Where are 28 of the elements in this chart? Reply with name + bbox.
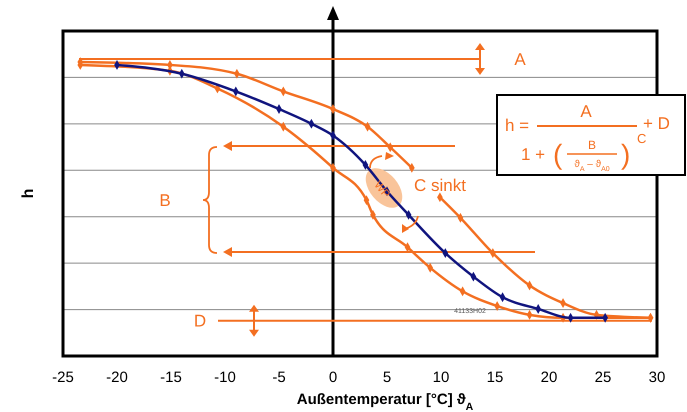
annotation: B bbox=[588, 138, 596, 152]
y-axis-title: h bbox=[20, 188, 37, 198]
x-tick-label: 30 bbox=[648, 369, 666, 386]
annotation: A bbox=[580, 102, 592, 121]
annotation: B bbox=[159, 191, 171, 210]
annotation: h = bbox=[505, 116, 530, 135]
ref-line-label: D bbox=[194, 312, 206, 331]
x-tick-label: -15 bbox=[160, 369, 182, 386]
annotation: + D bbox=[643, 114, 670, 133]
annotation: ϑ$_{A}$ – ϑ$_{A0}$ bbox=[574, 159, 610, 172]
ref-line-label: A bbox=[514, 50, 526, 70]
x-tick-label: 5 bbox=[382, 369, 392, 386]
x-tick-label: 15 bbox=[486, 369, 504, 386]
x-tick-label: -20 bbox=[106, 369, 128, 386]
x-tick-label: 25 bbox=[594, 369, 612, 386]
annotation: 1 + bbox=[521, 145, 546, 164]
annotation: ) bbox=[621, 139, 630, 170]
x-tick-label: 20 bbox=[540, 369, 558, 386]
annotation: ( bbox=[553, 139, 563, 170]
x-tick-label: -25 bbox=[52, 369, 74, 386]
x-tick-label: 0 bbox=[328, 369, 338, 386]
annotation: C bbox=[637, 131, 646, 146]
x-tick-label: 10 bbox=[432, 369, 450, 386]
annotation: WP bbox=[371, 179, 392, 201]
x-tick-label: -5 bbox=[272, 369, 286, 386]
x-axis-title: Außentemperatur [°C] ϑ$_{A}$ bbox=[296, 391, 474, 412]
annotation: C sinkt bbox=[414, 176, 466, 195]
x-tick-label: -10 bbox=[214, 369, 236, 386]
